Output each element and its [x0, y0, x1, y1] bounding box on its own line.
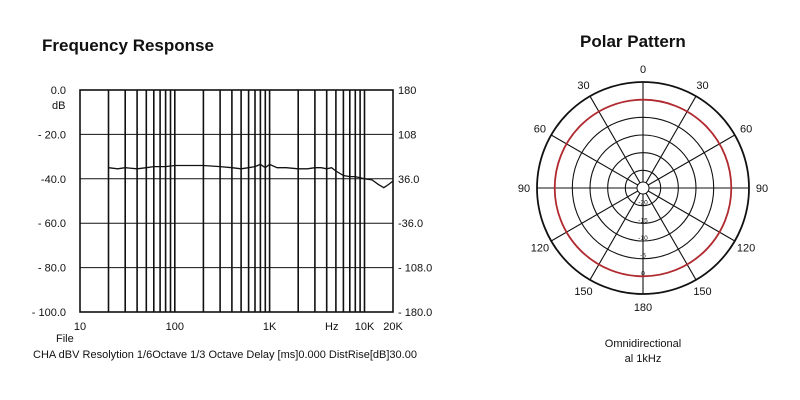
- polar-caption-line-2: al 1kHz: [625, 353, 662, 365]
- polar-radial-labels: -20 -15 -10 -5 0: [638, 200, 648, 278]
- polar-angle-label: 60: [740, 124, 752, 136]
- polar-radial-label: -10: [638, 235, 648, 242]
- fr-right-tick-label: 36.0: [398, 174, 419, 186]
- polar-grid: [536, 81, 750, 295]
- polar-spoke: [589, 95, 641, 184]
- fr-left-axis: 0.0 - 20.0 -40.0 - 60.0 - 80.0 - 100.0: [32, 85, 66, 319]
- polar-angle-label: 120: [531, 243, 549, 255]
- polar-spoke: [550, 134, 639, 186]
- polar-angle-label: 30: [577, 80, 589, 92]
- polar-angle-labels: 0 30 60 90 120 150 180 150 120 90 60 30: [518, 64, 768, 314]
- fr-footer: CHA dBV Resolytion 1/6Octave 1/3 Octave …: [33, 349, 417, 361]
- fr-title: Frequency Response: [42, 36, 214, 55]
- polar-angle-label: 120: [737, 243, 755, 255]
- fr-left-tick-label: - 100.0: [32, 307, 66, 319]
- fr-right-tick-label: - 108.0: [398, 263, 432, 275]
- polar-radial-label: -15: [638, 217, 648, 224]
- fr-x-unit: Hz: [325, 321, 338, 333]
- polar-spoke: [589, 192, 641, 281]
- fr-x-tick-label: 20K: [383, 321, 403, 333]
- fr-plot-frame: [79, 89, 394, 313]
- polar-title: Polar Pattern: [580, 32, 686, 51]
- frequency-response-chart: Frequency Response 0.0 - 20.0 -40.0 - 60.0 -…: [32, 36, 433, 361]
- fr-grid: [80, 90, 393, 312]
- fr-x-tick-label: 10K: [355, 321, 375, 333]
- fr-left-tick-label: -40.0: [41, 174, 66, 186]
- fr-series-line: [108, 163, 394, 189]
- fr-right-tick-label: - 180.0: [398, 307, 432, 319]
- polar-angle-label: 60: [534, 124, 546, 136]
- polar-angle-label: 180: [634, 302, 652, 314]
- polar-angle-label: 150: [693, 286, 711, 298]
- polar-angle-label: 0: [640, 64, 646, 76]
- fr-left-tick-label: - 20.0: [38, 129, 66, 141]
- fr-right-tick-label: 108: [398, 129, 416, 141]
- fr-right-tick-label: -36.0: [398, 218, 423, 230]
- polar-spoke: [645, 95, 697, 184]
- polar-center-ring: [636, 181, 650, 195]
- fr-right-axis: 180 108 36.0 -36.0 - 108.0 - 180.0: [398, 85, 432, 319]
- polar-angle-label: 150: [574, 286, 592, 298]
- fr-file-label: File: [56, 333, 74, 345]
- polar-spoke: [550, 190, 639, 242]
- fr-left-tick-label: 0.0: [51, 85, 66, 97]
- polar-caption-line-1: Omnidirectional: [605, 338, 681, 350]
- fr-x-tick-label: 1K: [263, 321, 277, 333]
- polar-radial-label: -5: [640, 253, 646, 260]
- polar-pattern-chart: Polar Pattern 0 30 60 90 120 150 180 150 120 90 60…: [518, 32, 768, 365]
- fr-x-axis: 10 100 1K 10K 20K: [74, 321, 404, 333]
- fr-right-tick-label: 180: [398, 85, 416, 97]
- fr-left-tick-label: - 80.0: [38, 263, 66, 275]
- polar-angle-label: 90: [518, 183, 530, 195]
- fr-x-tick-label: 100: [166, 321, 184, 333]
- polar-angle-label: 30: [696, 80, 708, 92]
- polar-pattern-curve: [553, 98, 733, 278]
- polar-spoke: [647, 190, 736, 242]
- fr-x-tick-label: 10: [74, 321, 86, 333]
- polar-radial-label: -20: [638, 200, 648, 207]
- polar-radial-label: 0: [641, 270, 645, 277]
- polar-spoke: [647, 134, 736, 186]
- polar-spoke: [645, 192, 697, 281]
- fr-left-unit: dB: [52, 100, 65, 112]
- fr-left-tick-label: - 60.0: [38, 218, 66, 230]
- polar-angle-label: 90: [756, 183, 768, 195]
